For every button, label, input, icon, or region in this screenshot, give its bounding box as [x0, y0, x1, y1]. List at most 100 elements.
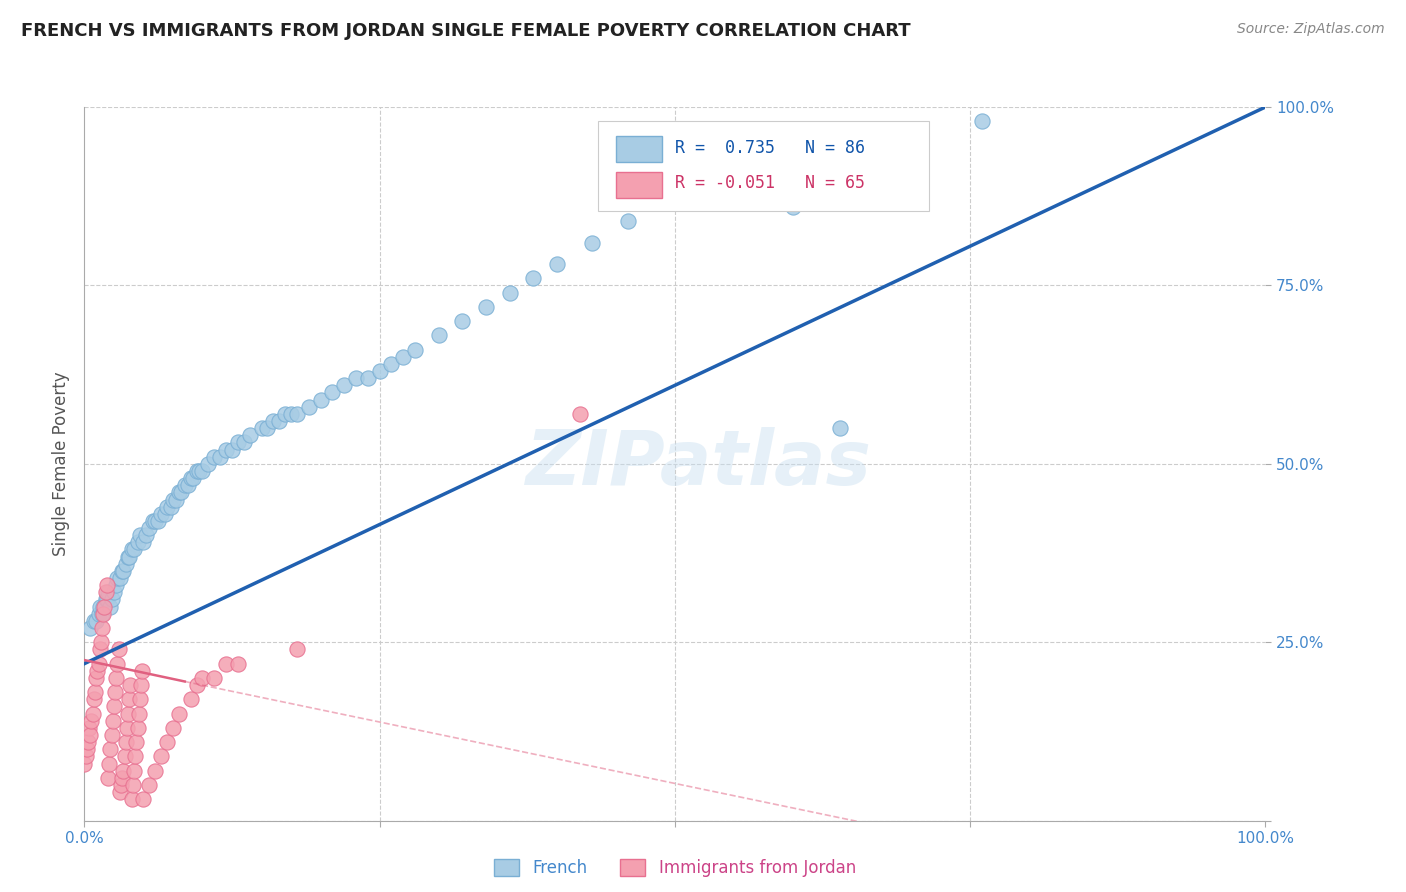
Point	[82, 706, 104, 721]
Point	[202, 450, 225, 464]
Point	[96, 578, 118, 592]
Point	[298, 400, 321, 414]
Point	[111, 564, 134, 578]
Point	[79, 728, 101, 742]
Point	[616, 214, 638, 228]
Point	[84, 671, 107, 685]
Point	[285, 642, 308, 657]
Point	[96, 592, 118, 607]
Point	[107, 571, 129, 585]
Point	[202, 671, 225, 685]
Point	[321, 385, 343, 400]
Point	[138, 521, 160, 535]
Point	[226, 435, 249, 450]
Point	[101, 714, 124, 728]
Point	[131, 664, 153, 678]
Point	[344, 371, 367, 385]
Point	[262, 414, 284, 428]
Point	[830, 421, 852, 435]
Point	[128, 692, 150, 706]
Point	[232, 435, 254, 450]
Point	[274, 407, 297, 421]
Point	[162, 721, 184, 735]
FancyBboxPatch shape	[616, 136, 662, 162]
Point	[191, 671, 214, 685]
Point	[546, 257, 568, 271]
Point	[80, 714, 103, 728]
Point	[121, 792, 143, 806]
Point	[127, 721, 149, 735]
Point	[77, 721, 100, 735]
Point	[150, 749, 173, 764]
Point	[173, 478, 195, 492]
Point	[76, 742, 98, 756]
Point	[181, 471, 204, 485]
Point	[581, 235, 603, 250]
Point	[177, 478, 200, 492]
Point	[112, 764, 135, 778]
Point	[127, 535, 149, 549]
Point	[120, 678, 142, 692]
Point	[91, 621, 114, 635]
Point	[239, 428, 262, 442]
Point	[94, 585, 117, 599]
Point	[77, 735, 100, 749]
Point	[256, 421, 278, 435]
Text: R =  0.735   N = 86: R = 0.735 N = 86	[675, 139, 865, 157]
Point	[186, 678, 208, 692]
Point	[115, 721, 138, 735]
Point	[404, 343, 426, 357]
Point	[475, 300, 498, 314]
Point	[105, 671, 128, 685]
Point	[159, 500, 181, 514]
FancyBboxPatch shape	[598, 121, 929, 211]
Point	[108, 785, 131, 799]
Point	[84, 614, 107, 628]
Point	[138, 778, 160, 792]
Point	[451, 314, 474, 328]
Point	[180, 692, 202, 706]
Point	[380, 357, 402, 371]
Point	[117, 549, 139, 564]
Point	[250, 421, 273, 435]
Point	[108, 571, 131, 585]
Point	[226, 657, 249, 671]
Point	[143, 514, 166, 528]
Point	[392, 350, 415, 364]
Point	[427, 328, 450, 343]
Point	[498, 285, 520, 300]
Point	[122, 764, 145, 778]
Point	[112, 564, 135, 578]
Point	[782, 200, 804, 214]
Point	[98, 742, 121, 756]
Point	[121, 542, 143, 557]
Point	[142, 514, 165, 528]
Point	[110, 778, 132, 792]
Point	[269, 414, 291, 428]
Point	[128, 706, 150, 721]
Point	[107, 657, 129, 671]
Point	[91, 607, 114, 621]
Point	[111, 771, 134, 785]
Point	[114, 735, 136, 749]
Point	[129, 678, 152, 692]
Point	[121, 778, 143, 792]
Point	[900, 136, 922, 150]
Point	[114, 749, 136, 764]
Point	[128, 528, 150, 542]
Point	[84, 685, 107, 699]
Point	[522, 271, 544, 285]
Point	[89, 642, 111, 657]
Point	[166, 492, 188, 507]
Point	[187, 464, 209, 478]
Point	[156, 500, 179, 514]
Point	[104, 685, 127, 699]
Point	[79, 621, 101, 635]
Point	[94, 592, 117, 607]
Point	[107, 642, 129, 657]
Point	[569, 407, 592, 421]
Text: R = -0.051   N = 65: R = -0.051 N = 65	[675, 175, 865, 193]
Point	[156, 735, 179, 749]
Point	[153, 507, 176, 521]
Point	[135, 528, 157, 542]
